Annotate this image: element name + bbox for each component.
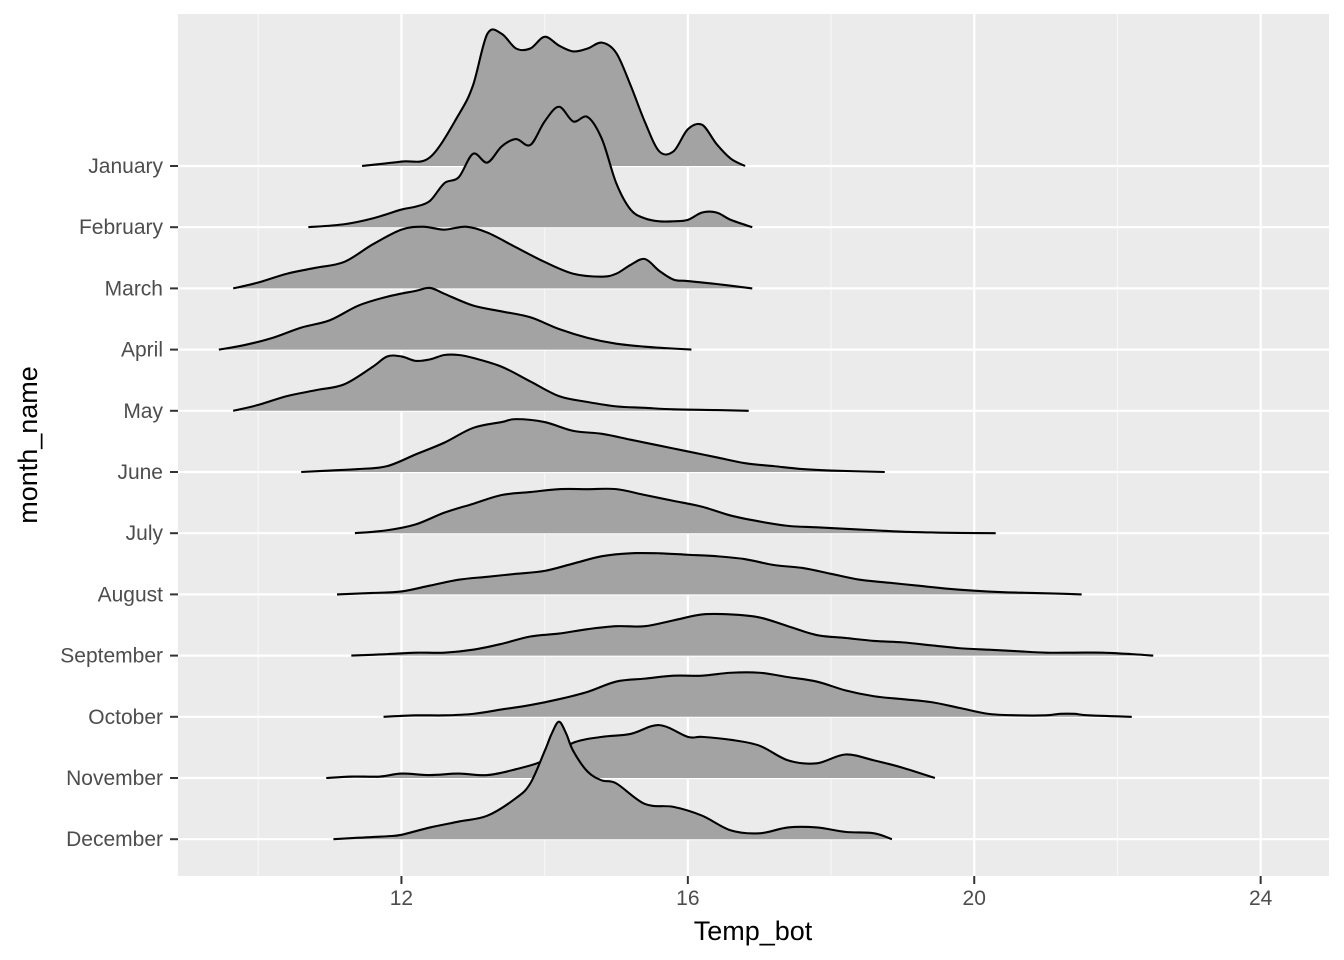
ridge-line xyxy=(351,612,1154,657)
y-axis-title: month_name xyxy=(13,366,43,524)
ridge-september xyxy=(351,612,1154,657)
y-tick-label: December xyxy=(66,828,163,851)
ridge-fill xyxy=(233,226,753,289)
x-tick-label: 16 xyxy=(676,887,699,910)
y-tick-label: April xyxy=(121,339,163,362)
plot-panel xyxy=(178,14,1329,876)
x-tick-label: 12 xyxy=(390,887,413,910)
y-tick-label: March xyxy=(105,277,163,300)
ridge-line xyxy=(232,353,749,412)
y-tick-label: October xyxy=(88,706,163,729)
ridge-june xyxy=(301,418,885,474)
ridge-line xyxy=(336,551,1082,596)
ridge-may xyxy=(232,353,749,412)
y-axis: January February March April May June July Augu… xyxy=(60,155,178,851)
ridge-line xyxy=(308,105,753,229)
density-ridges xyxy=(218,28,1154,841)
ridge-fill xyxy=(301,419,885,472)
ridge-february xyxy=(308,105,753,229)
ridge-line xyxy=(333,720,893,841)
ridge-fill xyxy=(233,354,749,411)
y-tick-label: June xyxy=(117,461,163,484)
x-axis-title: Temp_bot xyxy=(694,916,813,946)
ridge-fill xyxy=(362,29,746,166)
ridge-fill xyxy=(351,613,1154,656)
ridge-fill xyxy=(354,488,996,534)
ridge-july xyxy=(354,487,996,535)
x-axis: 12 16 20 24 xyxy=(390,876,1273,910)
y-tick-label: July xyxy=(126,522,164,545)
ridge-march xyxy=(232,225,753,290)
ridge-april xyxy=(218,286,692,351)
y-tick-label: November xyxy=(66,767,163,790)
ridge-line xyxy=(383,671,1132,718)
y-tick-label: May xyxy=(123,400,163,423)
ridge-line xyxy=(301,418,885,474)
ridge-line xyxy=(354,487,996,535)
y-tick-label: August xyxy=(98,583,164,606)
ridge-line xyxy=(232,225,753,290)
ridge-december xyxy=(333,720,893,841)
ridge-november xyxy=(326,724,936,780)
ridge-line xyxy=(326,724,936,780)
ridge-line xyxy=(218,286,692,351)
y-tick-label: January xyxy=(88,155,163,178)
y-tick-label: February xyxy=(79,216,164,239)
ridge-january xyxy=(361,28,746,168)
ridge-fill xyxy=(333,721,892,840)
x-tick-label: 20 xyxy=(963,887,986,910)
ridge-august xyxy=(336,551,1082,596)
ridge-line xyxy=(361,28,746,168)
ridge-fill xyxy=(308,106,753,228)
ridge-fill xyxy=(326,725,935,778)
y-tick-label: September xyxy=(60,645,163,668)
x-tick-label: 24 xyxy=(1249,887,1273,910)
ridge-october xyxy=(383,671,1132,718)
